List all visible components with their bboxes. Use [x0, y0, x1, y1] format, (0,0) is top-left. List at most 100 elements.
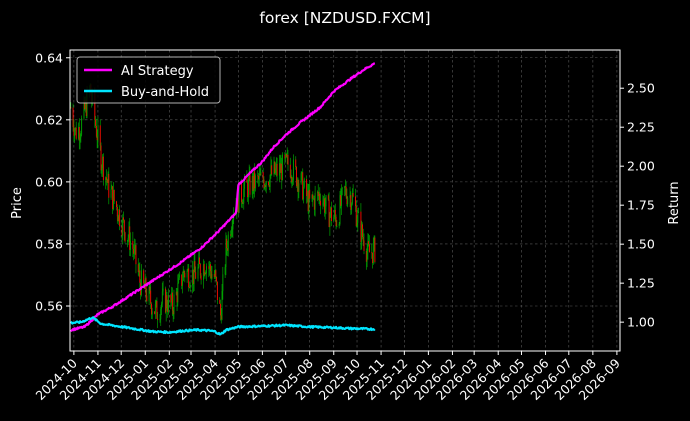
candle-body	[176, 291, 178, 303]
candle-body	[333, 217, 335, 222]
candle-body	[167, 308, 169, 313]
candle-body	[134, 245, 136, 248]
candle-body	[323, 198, 325, 203]
y-right-tick-label: 1.75	[627, 198, 655, 213]
legend-box	[76, 56, 221, 104]
candle-body	[154, 303, 156, 314]
candle-body	[198, 257, 200, 268]
candle-body	[166, 295, 168, 309]
candle-body	[367, 241, 369, 252]
candle-body	[70, 107, 72, 109]
candle-body	[133, 248, 135, 254]
candle-body	[290, 177, 292, 178]
candle-body	[127, 237, 129, 241]
candle-body	[151, 311, 153, 315]
candle-body	[311, 194, 313, 199]
candle-body	[329, 214, 331, 228]
candle-body	[344, 186, 346, 188]
candle-body	[254, 175, 256, 189]
candle-body	[232, 218, 234, 230]
candle-body	[247, 182, 249, 198]
candle-body	[296, 167, 297, 187]
candle-body	[278, 163, 280, 176]
candle-body	[237, 190, 239, 213]
candle-body	[204, 273, 206, 276]
candle-body	[145, 278, 147, 296]
candle-body	[287, 154, 289, 165]
y-right-tick-label: 1.25	[627, 276, 655, 291]
candle-body	[307, 190, 309, 212]
plot-frame	[69, 49, 621, 352]
candle-body	[260, 171, 262, 176]
candle-body	[182, 280, 183, 286]
candle-body	[281, 163, 283, 181]
y-right-ticks: 1.00 1.25 1.50 1.75 2.00 2.25 2.50	[620, 81, 655, 330]
y-left-ticks: 0.56 0.58 0.60 0.62 0.64	[35, 50, 70, 314]
candle-body	[362, 237, 364, 241]
candle-body	[285, 154, 287, 159]
candle-body	[334, 209, 335, 218]
candle-body	[105, 177, 107, 181]
candle-body	[106, 177, 107, 180]
y-left-tick-label: 0.58	[35, 236, 63, 251]
candle-body	[268, 185, 270, 187]
candle-body	[178, 274, 180, 278]
candle-body	[297, 179, 299, 193]
candle-body	[209, 264, 211, 269]
candle-body	[289, 164, 291, 178]
candle-body	[224, 267, 226, 275]
candle-body	[312, 194, 314, 199]
candle-body	[306, 179, 308, 197]
candle-body	[81, 118, 83, 135]
candle-body	[138, 270, 140, 273]
candle-body	[85, 99, 86, 110]
candle-body	[161, 303, 162, 310]
candle-body	[188, 268, 190, 288]
candle-body	[75, 127, 77, 139]
candle-body	[252, 176, 254, 191]
candle-body	[85, 99, 87, 117]
candle-body	[110, 189, 112, 198]
candle-body	[203, 264, 205, 276]
candle-body	[73, 126, 75, 136]
candle-body	[241, 201, 243, 204]
candle-body	[225, 238, 227, 268]
candle-body	[78, 126, 80, 141]
candle-body	[238, 184, 240, 213]
candle-body	[119, 209, 121, 227]
candle-body	[361, 224, 363, 243]
candle-body	[324, 206, 326, 213]
candle-body	[94, 91, 96, 120]
candle-body	[330, 207, 332, 222]
candle-body	[154, 311, 156, 314]
candle-body	[246, 176, 248, 183]
candle-body	[309, 189, 311, 199]
candle-body	[327, 195, 329, 200]
candle-body	[209, 264, 211, 272]
candle-body	[99, 125, 101, 146]
candle-body	[78, 126, 79, 139]
candle-body	[107, 173, 109, 183]
candle-body	[328, 199, 330, 228]
candle-body	[124, 232, 126, 242]
candle-body	[137, 264, 139, 273]
candle-body	[210, 271, 212, 279]
candle-body	[135, 245, 137, 265]
candle-body	[113, 190, 115, 202]
candle-body	[220, 315, 222, 320]
candle-body	[149, 286, 151, 291]
candle-body	[175, 291, 177, 295]
candle-body	[171, 292, 173, 303]
candle-body	[168, 295, 169, 313]
candle-body	[195, 272, 197, 279]
candle-body	[128, 226, 130, 238]
candle-body	[308, 189, 310, 212]
candle-body	[197, 267, 199, 279]
candle-body	[275, 163, 277, 169]
candle-body	[244, 176, 245, 189]
candle-body	[301, 172, 303, 174]
candle-body	[186, 270, 188, 278]
candle-body	[275, 168, 277, 174]
candle-body	[106, 179, 108, 183]
